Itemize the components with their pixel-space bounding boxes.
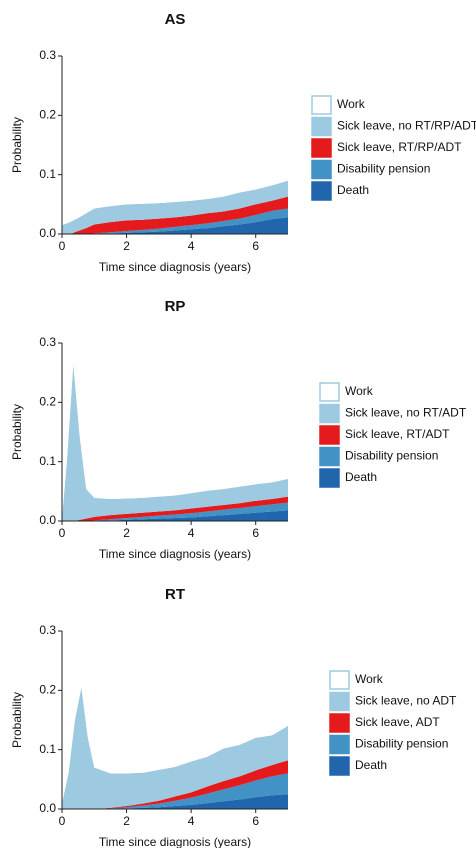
chart: RP Time since diagnosis (years) Probabilit… <box>10 298 467 561</box>
x-tick-label: 4 <box>188 814 195 828</box>
area <box>62 760 288 809</box>
legend-swatch <box>319 468 340 488</box>
legend-label: Disability pension <box>337 162 430 176</box>
y-tick-label: 0.2 <box>39 395 56 409</box>
legend-swatch <box>329 734 350 755</box>
y-tick-label: 0.2 <box>39 108 56 122</box>
y-tick-label: 0.3 <box>39 623 56 637</box>
legend-swatch <box>319 425 340 445</box>
legend-swatch <box>329 713 350 733</box>
y-axis-label: Probability <box>10 117 24 173</box>
area <box>62 343 288 519</box>
area <box>62 502 288 521</box>
area <box>62 56 288 226</box>
y-tick-label: 0.0 <box>39 513 56 527</box>
legend-swatch <box>311 159 332 180</box>
x-tick-label: 4 <box>188 526 195 540</box>
legend-swatch <box>329 691 350 712</box>
y-axis-label: Probability <box>10 692 24 748</box>
legend-label: Sick leave, RT/RP/ADT <box>337 140 462 154</box>
legend-swatch <box>319 403 340 424</box>
x-tick-label: 6 <box>252 526 259 540</box>
legend-swatch <box>329 670 350 690</box>
x-tick-label: 6 <box>252 814 259 828</box>
x-axis-label: Time since diagnosis (years) <box>99 547 251 561</box>
y-tick-label: 0.1 <box>39 167 56 181</box>
y-tick-label: 0.1 <box>39 454 56 468</box>
legend-label: Death <box>337 183 369 197</box>
area <box>62 180 288 234</box>
chart-title: AS <box>165 11 186 28</box>
areas <box>62 631 288 809</box>
legend-label: Sick leave, ADT <box>355 715 440 729</box>
x-tick-label: 2 <box>123 814 130 828</box>
area <box>62 773 288 809</box>
legend-label: Sick leave, no ADT <box>355 694 457 708</box>
y-tick-label: 0.1 <box>39 742 56 756</box>
chart-title: RP <box>165 298 186 315</box>
y-tick-label: 0.2 <box>39 683 56 697</box>
x-axis-label: Time since diagnosis (years) <box>99 260 251 274</box>
legend-label: Sick leave, no RT/RP/ADT <box>337 119 476 133</box>
legend-swatch <box>329 756 350 776</box>
legend-swatch <box>311 181 332 201</box>
area <box>62 208 288 234</box>
x-tick-label: 0 <box>59 239 66 253</box>
legend-label: Disability pension <box>345 449 438 463</box>
y-tick-label: 0.0 <box>39 226 56 240</box>
y-axis-label: Probability <box>10 404 24 460</box>
legend-swatch <box>319 446 340 467</box>
areas <box>62 56 288 234</box>
legend-label: Disability pension <box>355 737 448 751</box>
area <box>62 687 288 809</box>
x-tick-label: 2 <box>123 239 130 253</box>
legend-swatch <box>311 138 332 158</box>
legend-label: Work <box>345 384 374 398</box>
chart: AS Time since diagnosis (years) Probabilit… <box>10 11 476 274</box>
x-tick-label: 0 <box>59 526 66 540</box>
legend-label: Work <box>355 672 384 686</box>
chart: RT Time since diagnosis (years) Probabilit… <box>10 586 457 849</box>
legend-swatch <box>311 116 332 137</box>
legend-label: Death <box>345 470 377 484</box>
area <box>62 496 288 521</box>
area <box>62 510 288 521</box>
area <box>62 196 288 234</box>
legend-swatch <box>319 382 340 402</box>
areas <box>62 343 288 521</box>
area <box>62 794 288 809</box>
legend-label: Work <box>337 97 366 111</box>
legend-label: Sick leave, no RT/ADT <box>345 406 467 420</box>
x-tick-label: 4 <box>188 239 195 253</box>
legend-swatch <box>311 95 332 115</box>
y-tick-label: 0.0 <box>39 801 56 815</box>
x-tick-label: 2 <box>123 526 130 540</box>
chart-title: RT <box>165 586 185 603</box>
x-axis-label: Time since diagnosis (years) <box>99 835 251 848</box>
area <box>62 631 288 804</box>
y-tick-label: 0.3 <box>39 48 56 62</box>
area <box>62 363 288 521</box>
legend-label: Sick leave, RT/ADT <box>345 427 450 441</box>
legend-label: Death <box>355 758 387 772</box>
x-tick-label: 0 <box>59 814 66 828</box>
x-tick-label: 6 <box>252 239 259 253</box>
y-tick-label: 0.3 <box>39 335 56 349</box>
area <box>62 217 288 234</box>
